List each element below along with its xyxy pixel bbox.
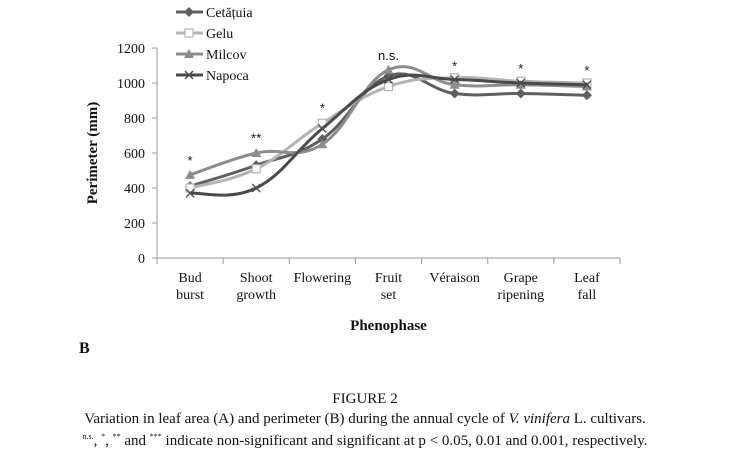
data-point <box>317 139 328 149</box>
data-point <box>251 183 261 193</box>
caption-line-1: Variation in leaf area (A) and perimeter… <box>0 411 730 428</box>
legend-item: Gelu <box>176 27 233 42</box>
y-tick-label: 400 <box>124 182 145 197</box>
y-tick-label: 200 <box>124 217 145 232</box>
caption-text: Variation in leaf area (A) and perimeter… <box>84 411 509 427</box>
y-tick-label: 600 <box>124 147 145 162</box>
x-tick-label: Flowering <box>294 271 352 286</box>
sig-star3: *** <box>149 432 162 441</box>
data-point <box>450 75 460 84</box>
y-tick-label: 1000 <box>117 77 145 92</box>
y-tick-label: 1200 <box>117 42 145 57</box>
legend-item: Napoca <box>176 69 250 84</box>
x-tick-label: Bud burst <box>176 271 204 303</box>
axes: 0 200 400 600 800 1000 1200 Bud burst Shoot growth… <box>117 42 621 303</box>
caption-line-2: n.s., *, ** and *** indicate non-signifi… <box>0 432 730 450</box>
annotations: ****n.s.* * * <box>188 48 590 168</box>
sig-star2: ** <box>112 432 121 441</box>
significance-label: * <box>452 59 457 74</box>
line-chart: 0 200 400 600 800 1000 1200 Bud burst Shoot growth… <box>85 6 621 334</box>
x-tick-label: Leaf fall <box>574 271 600 303</box>
legend-item: Cetățuia <box>176 6 253 21</box>
data-point <box>581 81 592 91</box>
data-point <box>449 79 460 89</box>
separator: , <box>105 433 113 449</box>
data-point <box>516 78 526 88</box>
sig-ns: n.s. <box>82 432 94 441</box>
x-axis-title: Phenophase <box>350 318 427 334</box>
legend-label: Gelu <box>206 27 233 42</box>
x-tick-label: Véraison <box>429 271 480 286</box>
data-point <box>384 75 393 84</box>
legend-marker <box>184 7 194 17</box>
y-tick-label: 800 <box>124 112 145 127</box>
x-tick-label: Grape ripening <box>497 271 544 303</box>
legend-item: Milcov <box>176 48 246 63</box>
significance-label: * <box>518 61 523 76</box>
data-point <box>581 90 592 101</box>
separator: , <box>93 433 102 449</box>
x-tick-label: Fruit set <box>375 271 402 303</box>
significance-label: ** <box>251 130 261 145</box>
legend-label: Cetățuia <box>206 6 253 21</box>
figure-title: FIGURE 2 <box>332 391 398 407</box>
y-tick-label: 0 <box>138 252 145 267</box>
legend-marker <box>184 70 194 80</box>
significance-label: n.s. <box>378 48 399 63</box>
species-name: V. vinifera <box>508 411 570 427</box>
legend-label: Napoca <box>206 69 250 84</box>
data-point <box>317 124 327 133</box>
series-milcov <box>185 64 592 179</box>
significance-label: * <box>188 153 193 168</box>
y-axis-title: Perimeter (mm) <box>85 102 101 205</box>
panel-label: B <box>79 340 90 357</box>
data-point <box>185 188 195 198</box>
data-point <box>383 81 394 92</box>
legend: Cetățuia Gelu Milcov Napoca <box>176 6 253 84</box>
significance-label: * <box>584 63 589 78</box>
data-point <box>383 64 394 74</box>
legend-label: Milcov <box>206 48 246 63</box>
series-gelu <box>185 73 592 193</box>
significance-label: * <box>320 101 325 116</box>
data-point <box>582 80 592 90</box>
series-layer <box>185 64 592 198</box>
caption-text: and <box>120 433 150 449</box>
data-point <box>251 148 262 157</box>
caption-text: indicate non-significant and significant… <box>161 433 648 449</box>
x-tick-label: Shoot growth <box>236 271 276 303</box>
data-point <box>251 164 261 174</box>
sig-star1: * <box>101 432 106 441</box>
series-napoca <box>185 73 592 198</box>
data-point <box>449 88 460 99</box>
caption-text: L. cultivars. <box>569 411 646 427</box>
legend-marker <box>184 49 194 58</box>
data-point <box>185 169 196 179</box>
legend-marker <box>184 28 194 38</box>
data-point <box>515 88 526 99</box>
